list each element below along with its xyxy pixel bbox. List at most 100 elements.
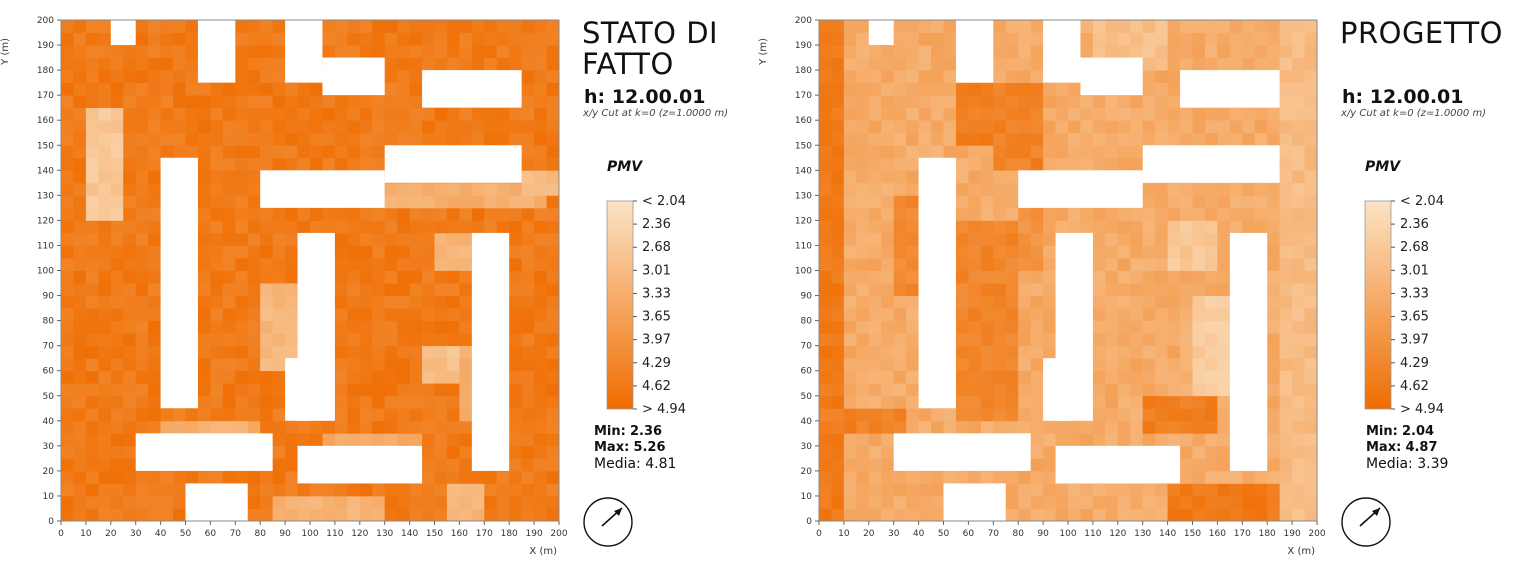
heatmap-cell bbox=[459, 45, 473, 58]
heatmap-cell bbox=[260, 358, 274, 372]
heatmap-cell bbox=[197, 232, 211, 246]
heatmap-cell bbox=[968, 333, 982, 347]
colorbar-label: > 4.94 bbox=[642, 402, 686, 417]
heatmap-cell bbox=[906, 207, 919, 221]
heatmap-cell bbox=[185, 132, 199, 146]
heatmap-cell bbox=[446, 308, 460, 321]
heatmap-cell bbox=[210, 195, 224, 209]
heatmap-cell bbox=[123, 420, 137, 434]
heatmap-cell bbox=[1279, 383, 1293, 397]
heatmap-cell bbox=[1292, 57, 1305, 71]
heatmap-cell bbox=[1292, 283, 1305, 296]
heatmap-cell bbox=[1279, 370, 1293, 384]
heatmap-cell bbox=[1254, 45, 1268, 58]
heatmap-cell bbox=[98, 170, 112, 184]
heatmap-cell bbox=[1005, 145, 1019, 159]
heatmap-cell bbox=[409, 182, 423, 196]
heatmap-cell bbox=[260, 207, 274, 221]
heatmap-cell bbox=[422, 358, 435, 372]
heatmap-cell bbox=[1142, 433, 1156, 447]
heatmap-cell bbox=[1142, 70, 1156, 84]
heatmap-cell bbox=[546, 95, 560, 109]
heatmap-cell bbox=[235, 32, 249, 46]
heatmap-cell bbox=[496, 20, 510, 33]
heatmap-cell bbox=[1092, 132, 1106, 146]
y-tick-label: 120 bbox=[37, 216, 54, 226]
heatmap-cell bbox=[85, 182, 99, 196]
heatmap-cell bbox=[955, 420, 969, 434]
heatmap-cell bbox=[260, 107, 274, 121]
heatmap-cell bbox=[993, 345, 1007, 359]
heatmap-cell bbox=[1304, 495, 1318, 509]
heatmap-cell bbox=[135, 82, 149, 96]
y-tick-label: 200 bbox=[795, 16, 812, 26]
heatmap-cell bbox=[135, 395, 149, 409]
heatmap-cell bbox=[397, 32, 410, 46]
heatmap-cell bbox=[148, 295, 161, 309]
heatmap-cell bbox=[222, 195, 236, 209]
heatmap-cell bbox=[222, 170, 236, 184]
heatmap-cell bbox=[272, 433, 286, 447]
heatmap-cell bbox=[459, 257, 473, 271]
heatmap-cell bbox=[1292, 132, 1305, 146]
heatmap-cell bbox=[1142, 270, 1156, 284]
heatmap-cell bbox=[1192, 32, 1206, 46]
heatmap-cell bbox=[1204, 245, 1218, 259]
heatmap-cell bbox=[185, 70, 199, 84]
heatmap-cell bbox=[247, 195, 261, 209]
heatmap-cell bbox=[1105, 295, 1119, 309]
heatmap-cell bbox=[347, 245, 361, 259]
heatmap-cell bbox=[384, 107, 398, 121]
heatmap-cell bbox=[434, 220, 448, 234]
y-tick-label: 120 bbox=[795, 216, 812, 226]
heatmap-cell bbox=[222, 370, 236, 384]
heatmap-cell bbox=[73, 333, 87, 347]
heatmap-cell bbox=[135, 170, 149, 184]
heatmap-cell bbox=[359, 32, 373, 46]
heatmap-cell bbox=[384, 420, 398, 434]
heatmap-cell bbox=[1092, 320, 1106, 334]
heatmap-cell bbox=[1130, 358, 1144, 372]
heatmap-cell bbox=[110, 182, 124, 196]
heatmap-cell bbox=[484, 508, 498, 522]
heatmap-cell bbox=[843, 120, 857, 134]
x-axis-label: X (m) bbox=[1287, 546, 1315, 557]
heatmap-cell bbox=[546, 445, 560, 459]
heatmap-cell bbox=[534, 508, 547, 522]
heatmap-cell bbox=[148, 420, 161, 434]
heatmap-cell bbox=[434, 207, 448, 221]
heatmap-cell bbox=[534, 182, 547, 196]
colorbar-label: 3.65 bbox=[1400, 310, 1429, 325]
heatmap-cell bbox=[397, 483, 410, 497]
heatmap-cell bbox=[1018, 270, 1032, 284]
heatmap-cell bbox=[1180, 257, 1193, 271]
heatmap-cell bbox=[534, 358, 547, 372]
heatmap-cell bbox=[1092, 45, 1106, 58]
heatmap-cell bbox=[1155, 370, 1168, 384]
x-tick-label: 110 bbox=[1084, 529, 1101, 539]
x-tick-label: 120 bbox=[351, 529, 368, 539]
heatmap-cell bbox=[856, 170, 870, 184]
heatmap-cell bbox=[1292, 458, 1305, 472]
heatmap-cell bbox=[210, 132, 224, 146]
heatmap-cell bbox=[843, 145, 857, 159]
heatmap-cell bbox=[235, 320, 249, 334]
heatmap-cell bbox=[334, 32, 348, 46]
heatmap-cell bbox=[1068, 145, 1081, 159]
heatmap-cell bbox=[868, 408, 882, 422]
heatmap-cell bbox=[1018, 420, 1032, 434]
heatmap-cell bbox=[372, 495, 386, 509]
heatmap-cell bbox=[61, 333, 74, 347]
x-tick-label: 10 bbox=[80, 529, 92, 539]
heatmap-cell bbox=[1155, 195, 1168, 209]
heatmap-cell bbox=[819, 333, 832, 347]
heatmap-cell bbox=[1142, 32, 1156, 46]
stats-block: Min: 2.04 Max: 4.87 Media: 3.39 bbox=[1366, 424, 1448, 472]
heatmap-cell bbox=[1304, 508, 1318, 522]
heatmap-cell bbox=[1204, 395, 1218, 409]
heatmap-cell bbox=[968, 207, 982, 221]
heatmap-cell bbox=[272, 333, 286, 347]
heatmap-cell bbox=[856, 283, 870, 296]
heatmap-cell bbox=[1005, 270, 1019, 284]
heatmap-cell bbox=[285, 132, 298, 146]
